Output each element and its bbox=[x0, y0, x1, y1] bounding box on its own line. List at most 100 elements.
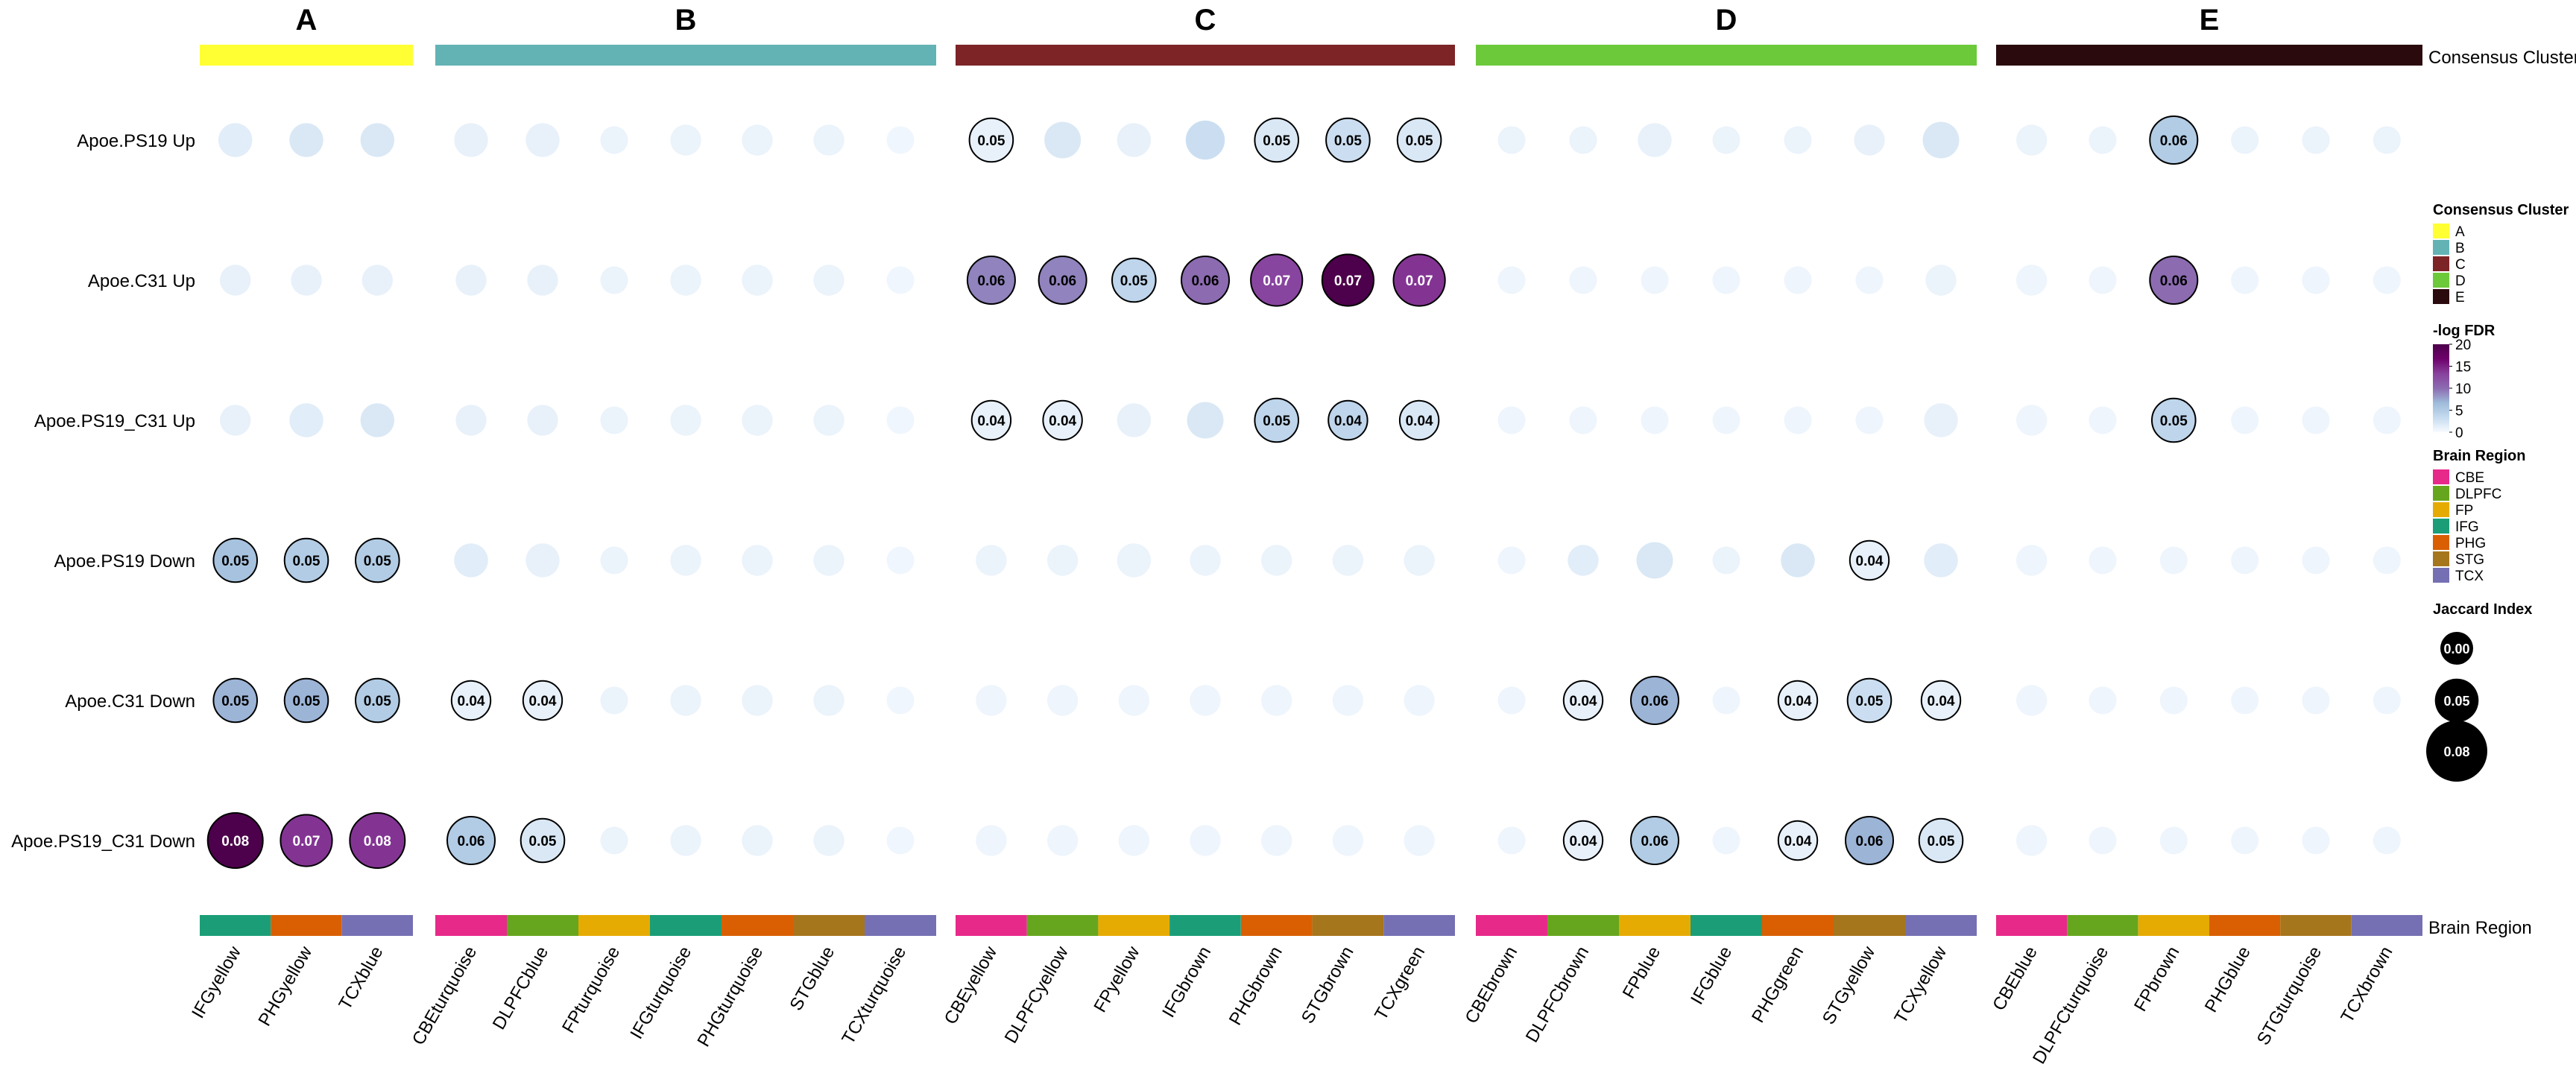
dot bbox=[1404, 545, 1435, 576]
dot bbox=[1924, 403, 1958, 437]
row-label: Apoe.PS19 Down bbox=[54, 551, 195, 572]
dot bbox=[1569, 266, 1597, 294]
dot bbox=[525, 123, 560, 157]
dot bbox=[2373, 686, 2401, 715]
dot bbox=[886, 546, 915, 575]
legend-region-swatch bbox=[2433, 486, 2449, 501]
cluster-bar-b bbox=[435, 45, 936, 66]
column-label: CBEturquoise bbox=[408, 943, 481, 1049]
dot bbox=[1784, 266, 1812, 294]
legend-cluster-title: Consensus Cluster bbox=[2433, 202, 2569, 218]
dot bbox=[2373, 546, 2401, 575]
dot bbox=[1924, 543, 1958, 577]
legend-region-label: STG bbox=[2455, 552, 2484, 568]
legend-cluster-swatch bbox=[2433, 273, 2449, 288]
dot bbox=[522, 680, 564, 721]
dot bbox=[520, 817, 566, 864]
dot bbox=[362, 265, 393, 296]
legend-region-label: FP bbox=[2455, 503, 2473, 519]
column-label: DLPFCbrown bbox=[1522, 943, 1593, 1046]
dot bbox=[355, 537, 400, 583]
dot bbox=[2231, 126, 2259, 154]
dot-label: 0.04 bbox=[1570, 834, 1597, 849]
dot-label: 0.07 bbox=[1263, 273, 1290, 289]
dot-label: 0.06 bbox=[1192, 273, 1219, 289]
dot bbox=[527, 405, 558, 436]
column-label: PHGblue bbox=[2201, 943, 2255, 1016]
dot bbox=[1918, 817, 1964, 864]
region-bar-tcx bbox=[1383, 915, 1455, 936]
dot bbox=[2159, 826, 2188, 855]
dot-label: 0.06 bbox=[1049, 273, 1076, 289]
legend-fdr-tick-label: 5 bbox=[2455, 404, 2463, 420]
dot-label: 0.05 bbox=[1263, 133, 1290, 149]
dot bbox=[1118, 825, 1150, 856]
dot bbox=[1855, 406, 1884, 434]
dot bbox=[1046, 685, 1079, 716]
dot-label: 0.04 bbox=[977, 414, 1005, 429]
dot bbox=[670, 685, 701, 716]
dot bbox=[886, 266, 915, 294]
region-bar-stg bbox=[793, 915, 865, 936]
region-bar-tcx bbox=[865, 915, 936, 936]
dot-label: 0.05 bbox=[221, 694, 249, 709]
dot bbox=[1404, 685, 1435, 716]
dot bbox=[2231, 826, 2259, 855]
region-bar-phg bbox=[722, 915, 793, 936]
row-label: Apoe.PS19_C31 Down bbox=[11, 832, 195, 852]
dot bbox=[2373, 406, 2401, 434]
dot bbox=[1321, 253, 1375, 307]
dot bbox=[1497, 406, 1526, 434]
dot bbox=[2089, 826, 2117, 855]
dot bbox=[289, 123, 323, 157]
dot bbox=[218, 123, 253, 157]
dot-label: 0.04 bbox=[1334, 414, 1362, 429]
column-label: TCXyellow bbox=[1890, 943, 1951, 1027]
legend-jaccard-label: 0.08 bbox=[2443, 744, 2469, 759]
region-bar-tcx bbox=[341, 915, 413, 936]
dot bbox=[1712, 546, 1740, 575]
dot-label: 0.05 bbox=[1334, 133, 1362, 149]
dot bbox=[600, 406, 628, 434]
dot-label: 0.08 bbox=[221, 834, 249, 849]
dot bbox=[206, 812, 264, 869]
dot bbox=[450, 680, 492, 721]
legend-cluster-label: D bbox=[2455, 273, 2466, 289]
column-label: STGyellow bbox=[1819, 943, 1880, 1028]
dot bbox=[1042, 399, 1083, 441]
region-bar-phg bbox=[271, 915, 342, 936]
dot bbox=[2016, 405, 2048, 436]
region-bar-cbe bbox=[1476, 915, 1547, 936]
dot bbox=[1181, 256, 1230, 305]
dot bbox=[2016, 124, 2048, 156]
dot-label: 0.05 bbox=[364, 554, 391, 569]
dot-label: 0.06 bbox=[458, 834, 485, 849]
column-label: STGblue bbox=[786, 943, 839, 1015]
column-label: PHGturquoise bbox=[693, 943, 767, 1051]
dot-label: 0.04 bbox=[458, 694, 485, 709]
legend-region-swatch bbox=[2433, 519, 2449, 534]
dot bbox=[1111, 257, 1157, 303]
dot bbox=[600, 126, 628, 154]
dot bbox=[1849, 539, 1890, 581]
legend-jaccard-dot bbox=[2434, 678, 2479, 723]
dot bbox=[742, 825, 773, 856]
row-label: Apoe.C31 Down bbox=[65, 691, 195, 712]
dot-label: 0.07 bbox=[293, 834, 321, 849]
dot bbox=[454, 543, 488, 577]
dot-label: 0.05 bbox=[1263, 414, 1290, 429]
dot bbox=[813, 265, 845, 296]
region-bar-cbe bbox=[435, 915, 507, 936]
region-bar-dlpfc bbox=[507, 915, 578, 936]
legend-cluster-swatch bbox=[2433, 289, 2449, 304]
cluster-bar-c bbox=[956, 45, 1455, 66]
dot bbox=[2016, 545, 2048, 576]
dot bbox=[355, 677, 400, 724]
dot bbox=[1845, 816, 1894, 865]
column-label: TCXblue bbox=[335, 943, 387, 1013]
column-label: STGturquoise bbox=[2253, 943, 2326, 1049]
dot bbox=[2302, 826, 2330, 855]
dot bbox=[525, 543, 560, 577]
dot bbox=[1117, 403, 1152, 437]
